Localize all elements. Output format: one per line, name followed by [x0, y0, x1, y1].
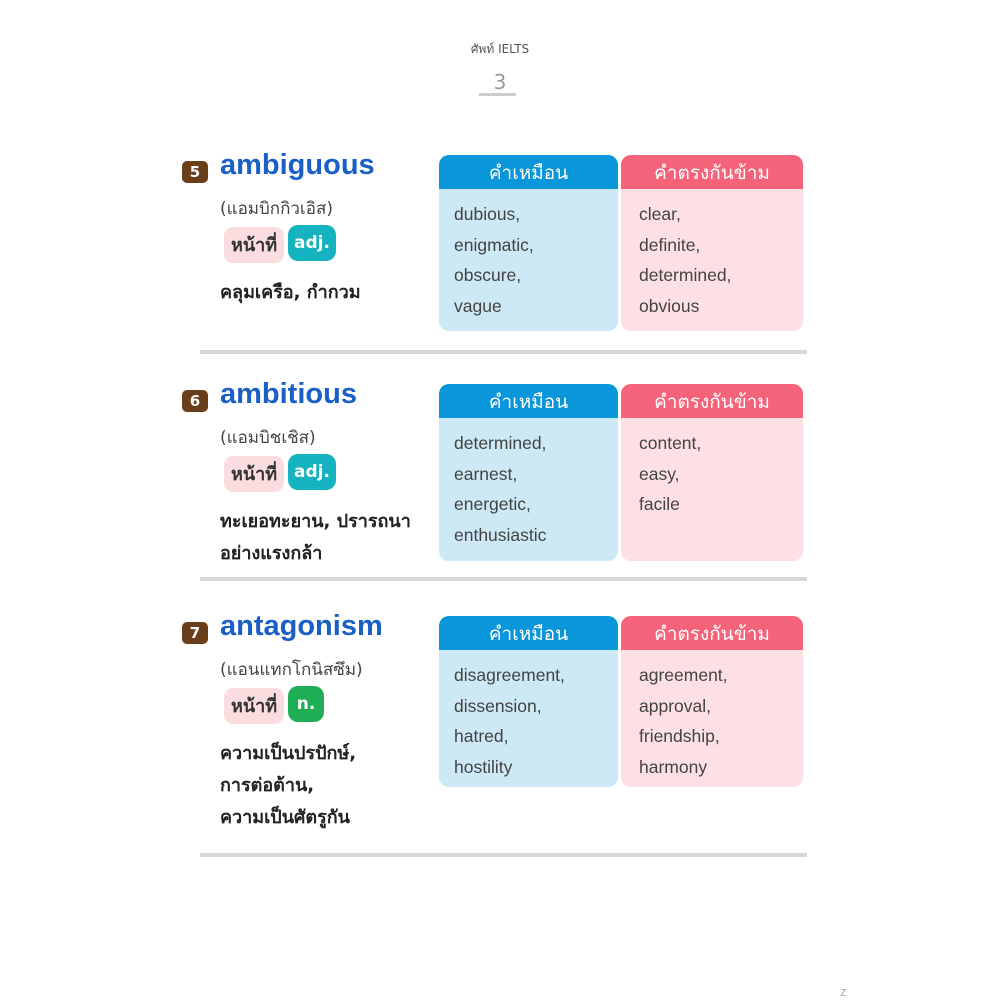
antonyms-header: คำตรงกันข้าม [621, 155, 803, 189]
book-title: ศัพท์ IELTS [470, 42, 530, 56]
synonym-item: energetic, [454, 494, 531, 514]
headword: antagonism [220, 610, 383, 642]
section-divider [200, 577, 807, 581]
synonym-item: vague [454, 295, 502, 316]
headword: ambiguous [220, 149, 375, 181]
synonyms-list: disagreement, dissension, hatred, hostility [439, 650, 618, 782]
synonym-item: dissension, [454, 695, 542, 716]
synonyms-box: คำเหมือน dubious, enigmatic, obscure, vague [439, 155, 618, 331]
antonym-item: agreement, [639, 665, 728, 685]
antonym-item: harmony [639, 756, 708, 777]
antonym-item: determined, [639, 265, 732, 285]
antonym-item: definite, [639, 234, 701, 255]
entry-number: 5 [182, 161, 208, 183]
antonyms-box: คำตรงกันข้าม clear, definite, determined, ob… [621, 155, 803, 331]
section-divider [200, 350, 807, 354]
synonyms-header: คำเหมือน [439, 616, 618, 650]
thai-definition: ทะเยอทะยาน, ปรารถนาอย่างแรงกล้า [220, 506, 411, 570]
pronunciation: (แอมบิกกิวเอิส) [220, 199, 333, 219]
section-divider [200, 853, 807, 857]
pronunciation: (แอมบิชเชิส) [220, 428, 316, 448]
synonyms-header: คำเหมือน [439, 384, 618, 418]
synonym-item: obscure, [454, 265, 522, 285]
antonym-item: friendship, [639, 726, 720, 746]
definition-line: ทะเยอทะยาน, ปรารถนา [220, 511, 411, 532]
antonym-item: content, [639, 433, 702, 453]
part-of-speech-badge: adj. [288, 225, 336, 261]
definition-line: อย่างแรงกล้า [220, 543, 323, 564]
synonyms-list: dubious, enigmatic, obscure, vague [439, 189, 618, 321]
synonym-item: hatred, [454, 726, 509, 746]
part-of-speech-badge: adj. [288, 454, 336, 490]
antonym-item: clear, [639, 204, 681, 224]
antonyms-header: คำตรงกันข้าม [621, 616, 803, 650]
definition-line: ความเป็นศัตรูกัน [220, 807, 350, 828]
antonym-item: approval, [639, 695, 711, 716]
definition-line: การต่อต้าน, [220, 775, 315, 796]
thai-definition: ความเป็นปรปักษ์, การต่อต้าน, ความเป็นศัตรู… [220, 738, 356, 834]
page-number-underline [479, 93, 516, 96]
pronunciation: (แอนแทกโกนิสซึม) [220, 660, 363, 680]
antonyms-list: content, easy, facile [621, 418, 803, 520]
synonym-item: enigmatic, [454, 234, 534, 255]
synonyms-header: คำเหมือน [439, 155, 618, 189]
antonyms-box: คำตรงกันข้าม content, easy, facile [621, 384, 803, 561]
part-of-speech-badge: n. [288, 686, 324, 722]
role-label: หน้าที่ [224, 688, 285, 724]
thai-definition: คลุมเครือ, กำกวม [220, 277, 361, 309]
synonym-item: disagreement, [454, 665, 565, 685]
page-number: 3 [493, 70, 507, 94]
definition-line: ความเป็นปรปักษ์, [220, 743, 357, 764]
role-label: หน้าที่ [224, 227, 285, 263]
synonyms-box: คำเหมือน disagreement, dissension, hatred, h… [439, 616, 618, 787]
antonym-item: obvious [639, 295, 700, 316]
antonym-item: facile [639, 494, 680, 514]
antonyms-header: คำตรงกันข้าม [621, 384, 803, 418]
synonym-item: determined, [454, 433, 547, 453]
definition-line: คลุมเครือ, กำกวม [220, 282, 361, 303]
synonym-item: enthusiastic [454, 524, 547, 545]
headword: ambitious [220, 378, 357, 410]
antonyms-list: agreement, approval, friendship, harmony [621, 650, 803, 782]
corner-mark: z [840, 985, 847, 999]
synonyms-box: คำเหมือน determined, earnest, energetic, ent… [439, 384, 618, 561]
entry-number: 6 [182, 390, 208, 412]
synonyms-list: determined, earnest, energetic, enthusiasti… [439, 418, 618, 550]
entry-number: 7 [182, 622, 208, 644]
antonyms-box: คำตรงกันข้าม agreement, approval, friendshi… [621, 616, 803, 787]
synonym-item: dubious, [454, 204, 521, 224]
antonym-item: easy, [639, 463, 680, 484]
synonym-item: hostility [454, 756, 513, 777]
antonyms-list: clear, definite, determined, obvious [621, 189, 803, 321]
synonym-item: earnest, [454, 463, 518, 484]
role-label: หน้าที่ [224, 456, 285, 492]
